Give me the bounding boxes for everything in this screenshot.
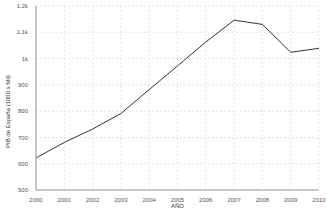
svg-text:2004: 2004	[143, 197, 157, 203]
svg-text:2001: 2001	[58, 197, 72, 203]
svg-text:900: 900	[18, 82, 29, 88]
svg-text:1k: 1k	[22, 56, 29, 62]
svg-text:AÑO: AÑO	[171, 203, 184, 209]
svg-text:2005: 2005	[170, 197, 185, 204]
svg-text:600: 600	[18, 161, 29, 167]
svg-text:500: 500	[18, 187, 29, 193]
svg-text:2008: 2008	[256, 197, 270, 203]
svg-text:2006: 2006	[199, 197, 213, 203]
svg-text:2002: 2002	[86, 197, 100, 203]
svg-text:2007: 2007	[227, 197, 241, 203]
svg-text:2000: 2000	[29, 197, 43, 203]
svg-text:1.2k: 1.2k	[17, 3, 29, 9]
svg-text:2003: 2003	[114, 197, 128, 203]
svg-text:800: 800	[18, 108, 29, 114]
svg-text:2009: 2009	[284, 197, 298, 203]
svg-text:1.1k: 1.1k	[17, 29, 29, 35]
svg-text:PIB de España (1000 x Mil): PIB de España (1000 x Mil)	[8, 75, 11, 148]
svg-text:2010: 2010	[312, 197, 319, 203]
svg-text:700: 700	[18, 135, 29, 141]
